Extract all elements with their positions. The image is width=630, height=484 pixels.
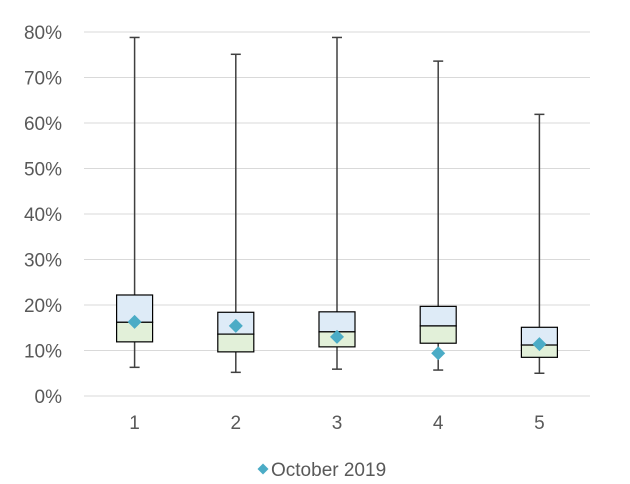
marker-point (532, 337, 547, 352)
marker-series (127, 314, 547, 361)
x-tick-label: 3 (332, 413, 343, 434)
upper-box (419, 305, 457, 327)
legend: October 2019 (257, 460, 386, 481)
x-tick-label: 2 (231, 413, 242, 434)
y-axis-tick-labels: 0% 10% 20% 30% 40% 50% 60% 70% 80% (24, 23, 62, 408)
marker-point (228, 318, 243, 333)
y-tick-label: 20% (24, 296, 62, 317)
marker-point (330, 329, 344, 344)
marker-point (127, 314, 142, 329)
lower-box (217, 333, 255, 353)
box-3 (318, 36, 356, 370)
x-tick-label: 1 (129, 413, 140, 434)
y-tick-label: 40% (24, 205, 62, 226)
y-tick-label: 10% (24, 342, 62, 363)
legend-marker-icon (257, 463, 269, 475)
box-series (115, 36, 559, 374)
x-tick-label: 5 (534, 413, 545, 434)
y-tick-label: 60% (24, 114, 62, 135)
y-tick-label: 0% (35, 387, 63, 408)
legend-label: October 2019 (271, 460, 386, 481)
y-tick-label: 80% (24, 23, 62, 44)
x-axis-tick-labels: 1 2 3 4 5 (129, 413, 544, 434)
y-tick-label: 50% (24, 160, 62, 181)
box-4 (419, 60, 457, 371)
y-tick-label: 30% (24, 251, 62, 272)
x-tick-label: 4 (433, 413, 444, 434)
box-5 (520, 113, 559, 374)
marker-point (431, 346, 446, 361)
y-tick-label: 70% (24, 69, 62, 90)
upper-box (318, 311, 356, 333)
lower-box (419, 325, 457, 344)
